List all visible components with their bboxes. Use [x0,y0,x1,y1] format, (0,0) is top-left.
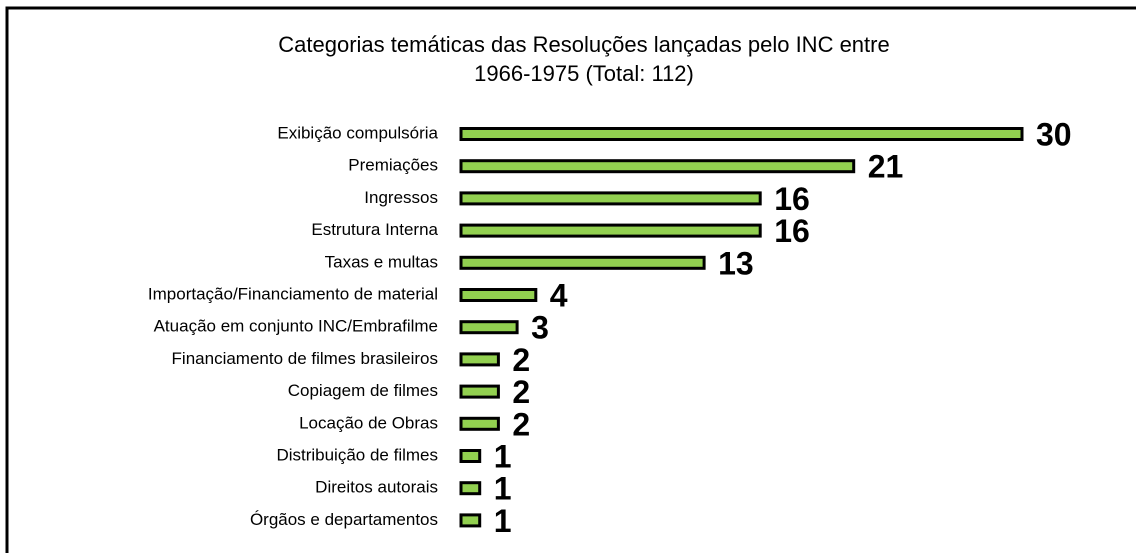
bar [459,481,482,496]
data-label: 4 [550,277,568,313]
category-label: Direitos autorais [315,478,438,497]
category-label: Taxas e multas [325,252,438,271]
category-label: Financiamento de filmes brasileiros [172,349,438,368]
data-label: 13 [718,245,754,281]
data-label: 16 [774,181,810,217]
bar [459,159,856,174]
data-label: 21 [868,149,904,185]
bar [459,223,762,238]
category-label: Estrutura Interna [311,220,438,239]
chart-title: 1966-1975 (Total: 112) [474,61,694,86]
category-label: Distribuição de filmes [276,445,438,464]
bar [459,191,762,206]
category-label: Exibição compulsória [277,123,438,142]
data-label: 1 [494,438,512,474]
bar [459,449,482,463]
category-label: Importação/Financiamento de material [148,284,438,303]
chart-title: Categorias temáticas das Resoluções lanç… [278,32,889,57]
data-label: 3 [531,310,549,346]
category-label: Premiações [348,156,438,175]
bar [459,352,500,367]
bar [459,320,519,335]
bar [459,384,500,399]
bar [459,513,482,528]
data-label: 2 [512,406,530,442]
bar [459,416,500,431]
frame [5,6,1136,553]
category-label: Atuação em conjunto INC/Embrafilme [154,317,438,336]
category-label: Copiagem de filmes [288,381,438,400]
data-label: 2 [512,374,530,410]
data-label: 1 [494,503,512,539]
bar [459,127,1024,141]
category-label: Ingressos [364,188,438,207]
data-label: 2 [512,342,530,378]
bar [459,288,538,302]
bar [459,255,706,270]
category-label: Locação de Obras [299,413,438,432]
data-label: 1 [494,471,512,507]
category-label: Órgãos e departamentos [250,510,438,529]
data-label: 16 [774,213,810,249]
data-label: 30 [1036,116,1072,152]
